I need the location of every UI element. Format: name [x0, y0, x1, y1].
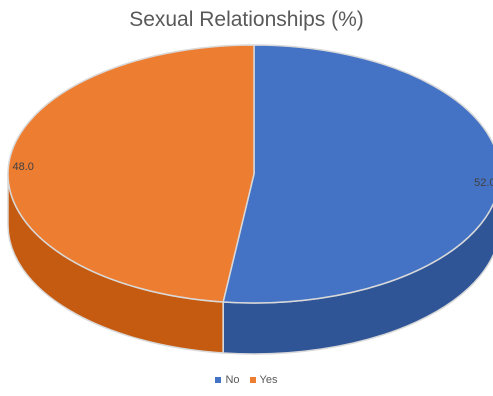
data-label-no: 52.0	[474, 177, 493, 189]
legend-item-yes: Yes	[249, 374, 278, 386]
pie-top-faces	[7, 44, 493, 304]
legend-swatch-no	[215, 377, 222, 383]
data-label-yes: 48.0	[12, 161, 33, 173]
legend-label-no: No	[225, 374, 240, 386]
legend-item-no: No	[215, 374, 240, 386]
legend-swatch-yes	[249, 377, 256, 383]
pie-data-labels: 52.0 48.0	[12, 161, 493, 189]
legend: No Yes	[0, 374, 493, 386]
chart-title: Sexual Relationships (%)	[129, 8, 364, 31]
pie-slice-yes	[7, 44, 255, 303]
pie-slice-no	[222, 44, 493, 304]
legend-label-yes: Yes	[259, 374, 278, 386]
